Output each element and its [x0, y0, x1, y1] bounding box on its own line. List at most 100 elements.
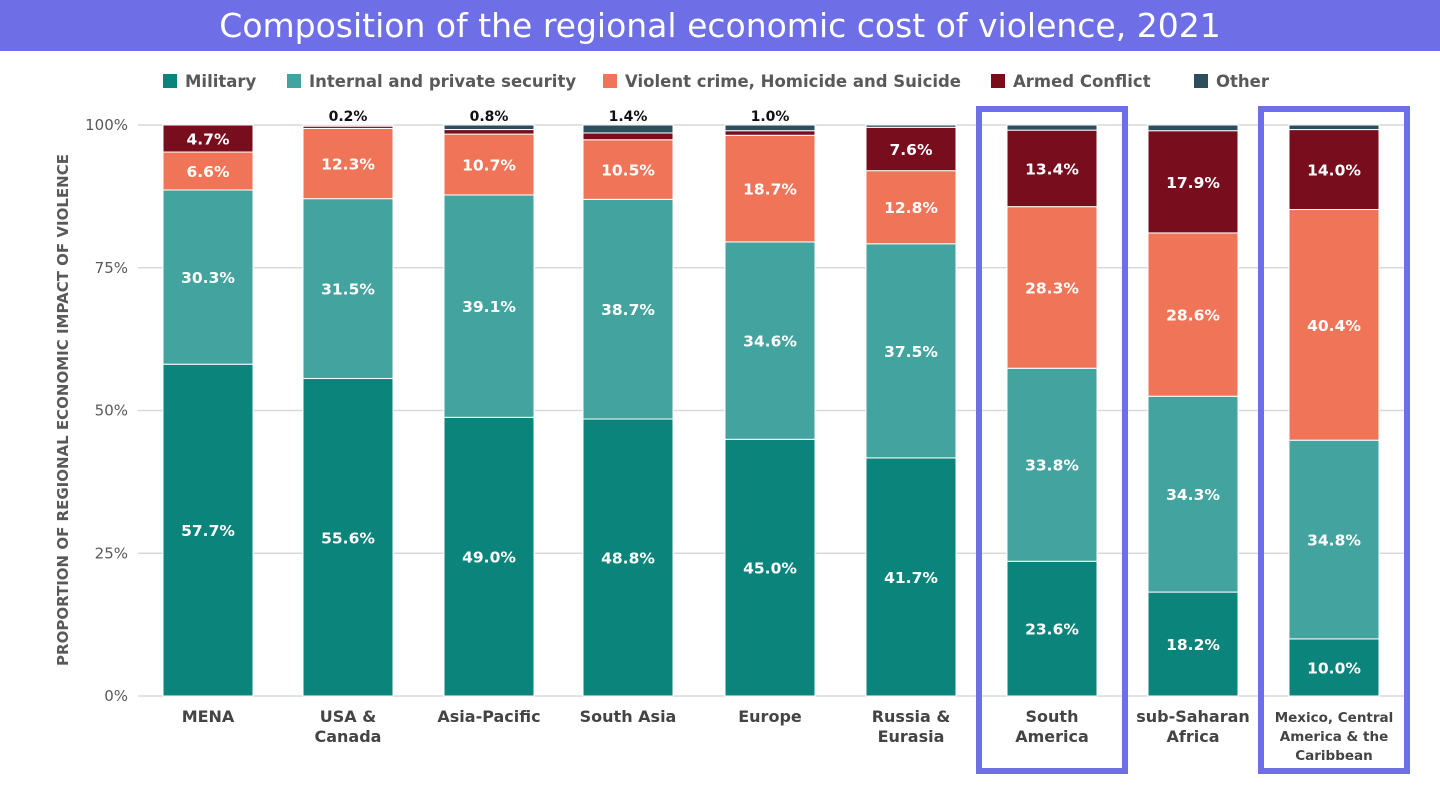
- bar-segment: [1288, 209, 1380, 441]
- bar-segment: [1147, 395, 1239, 593]
- legend-swatch: [603, 74, 617, 88]
- bar-segment: [443, 416, 535, 697]
- legend-item: Armed Conflict: [991, 72, 1151, 91]
- bar-segment: [162, 189, 254, 365]
- bar-value-label: 10.5%: [601, 162, 655, 180]
- bar-segment: [1288, 129, 1380, 211]
- bar-segment: [582, 198, 674, 420]
- legend-swatch: [163, 74, 177, 88]
- bar-value-label: 10.7%: [462, 157, 516, 175]
- legend-swatch: [1194, 74, 1208, 88]
- x-category-label: Asia-Pacific: [437, 707, 540, 726]
- x-category-label: USA & Canada: [315, 707, 382, 746]
- bar-value-label: 39.1%: [462, 298, 516, 316]
- top-value-label: 1.0%: [751, 109, 790, 125]
- legend-item: Military: [163, 72, 257, 91]
- highlight-boxes: [976, 106, 1410, 774]
- x-category-label: Russia & Eurasia: [872, 707, 951, 746]
- bar-value-label: 13.4%: [1025, 160, 1079, 178]
- bar-segment: [724, 241, 816, 440]
- legend-label: Internal and private security: [309, 72, 576, 91]
- legend-label: Other: [1216, 72, 1270, 91]
- bar-value-label: 4.7%: [187, 131, 230, 149]
- y-tick-label: 0%: [104, 687, 128, 705]
- legend-item: Internal and private security: [287, 72, 576, 91]
- bar-segment: [302, 198, 394, 380]
- bar-value-label: 7.6%: [890, 141, 933, 159]
- bar-segment: [302, 124, 394, 127]
- bar-segment: [162, 124, 254, 153]
- bar-value-label: 33.8%: [1025, 457, 1079, 475]
- bar-value-label: 38.7%: [601, 301, 655, 319]
- bar-segment: [1006, 206, 1098, 369]
- bar-segment: [162, 363, 254, 697]
- bar-segment: [1006, 367, 1098, 562]
- chart-canvas: 0% 25% 50% 75% 100% PROPORTION OF REGIONAL E…: [54, 72, 1410, 774]
- bar-segment: [1147, 232, 1239, 397]
- bar-segment: [443, 194, 535, 418]
- bar-value-labels: 57.7% 30.3% 6.6% 4.7% 55.6% 31.5% 12.3% 49.0% 39…: [181, 131, 1361, 678]
- bar-value-label: 31.5%: [321, 281, 375, 299]
- highlight-box: [976, 106, 1128, 774]
- x-category-label: South America: [1015, 707, 1089, 746]
- bar-value-label: 40.4%: [1307, 317, 1361, 335]
- bar-segment: [302, 127, 394, 200]
- bars: [162, 124, 1380, 697]
- bar-value-label: 49.0%: [462, 549, 516, 567]
- x-category-label: sub-Saharan Africa: [1136, 707, 1250, 746]
- bar-value-label: 28.3%: [1025, 279, 1079, 297]
- bar-segment: [865, 457, 957, 697]
- bar-segment: [1147, 591, 1239, 697]
- bar-segment: [443, 124, 535, 131]
- bar-value-label: 45.0%: [743, 560, 797, 578]
- legend-item: Violent crime, Homicide and Suicide: [603, 72, 961, 91]
- x-axis-categories: MENA USA & Canada Asia-Pacific South Asia Eur…: [182, 707, 1394, 764]
- bar-segment: [1006, 129, 1098, 208]
- y-tick-label: 50%: [95, 402, 128, 420]
- y-tick-label: 25%: [95, 544, 128, 562]
- bar-value-label: 17.9%: [1166, 174, 1220, 192]
- bar-value-label: 14.0%: [1307, 162, 1361, 180]
- bar-segment: [1288, 124, 1380, 131]
- bar-value-label: 34.6%: [743, 333, 797, 351]
- legend-swatch: [991, 74, 1005, 88]
- highlight-box: [1258, 106, 1410, 774]
- legend-swatch: [287, 74, 301, 88]
- bar-segment: [724, 130, 816, 136]
- bar-value-label: 12.8%: [884, 199, 938, 217]
- bar-segment: [582, 124, 674, 134]
- bar-segment: [865, 126, 957, 172]
- bar-segment: [865, 170, 957, 245]
- x-category-label: South Asia: [580, 707, 677, 726]
- bar-segment: [1147, 124, 1239, 132]
- bar-value-label: 18.2%: [1166, 636, 1220, 654]
- bar-segment: [724, 124, 816, 132]
- bar-value-label: 57.7%: [181, 522, 235, 540]
- bar-value-label: 30.3%: [181, 269, 235, 287]
- legend-label: Military: [185, 72, 257, 91]
- bar-segment: [724, 134, 816, 243]
- bar-value-label: 28.6%: [1166, 307, 1220, 325]
- y-tick-label: 100%: [85, 116, 128, 134]
- bar-segment: [1006, 560, 1098, 697]
- bar-segment: [443, 129, 535, 135]
- x-category-label: MENA: [182, 707, 235, 726]
- bar-value-label: 34.3%: [1166, 486, 1220, 504]
- top-value-label: 1.4%: [609, 109, 648, 125]
- chart-title: Composition of the regional economic cos…: [0, 0, 1440, 51]
- y-tick-label: 75%: [95, 259, 128, 277]
- bar-value-label: 10.0%: [1307, 659, 1361, 677]
- bar-value-label: 37.5%: [884, 343, 938, 361]
- y-axis-ticks: 0% 25% 50% 75% 100%: [85, 116, 128, 705]
- bar-segment: [865, 124, 957, 128]
- bar-value-label: 12.3%: [321, 156, 375, 174]
- bar-value-label: 41.7%: [884, 569, 938, 587]
- bar-segment: [1288, 638, 1380, 697]
- legend-label: Armed Conflict: [1013, 72, 1151, 91]
- bar-value-label: 18.7%: [743, 181, 797, 199]
- bar-segment: [865, 243, 957, 459]
- bar-value-label: 34.8%: [1307, 532, 1361, 550]
- bar-segment: [1288, 439, 1380, 640]
- bar-segment: [582, 139, 674, 200]
